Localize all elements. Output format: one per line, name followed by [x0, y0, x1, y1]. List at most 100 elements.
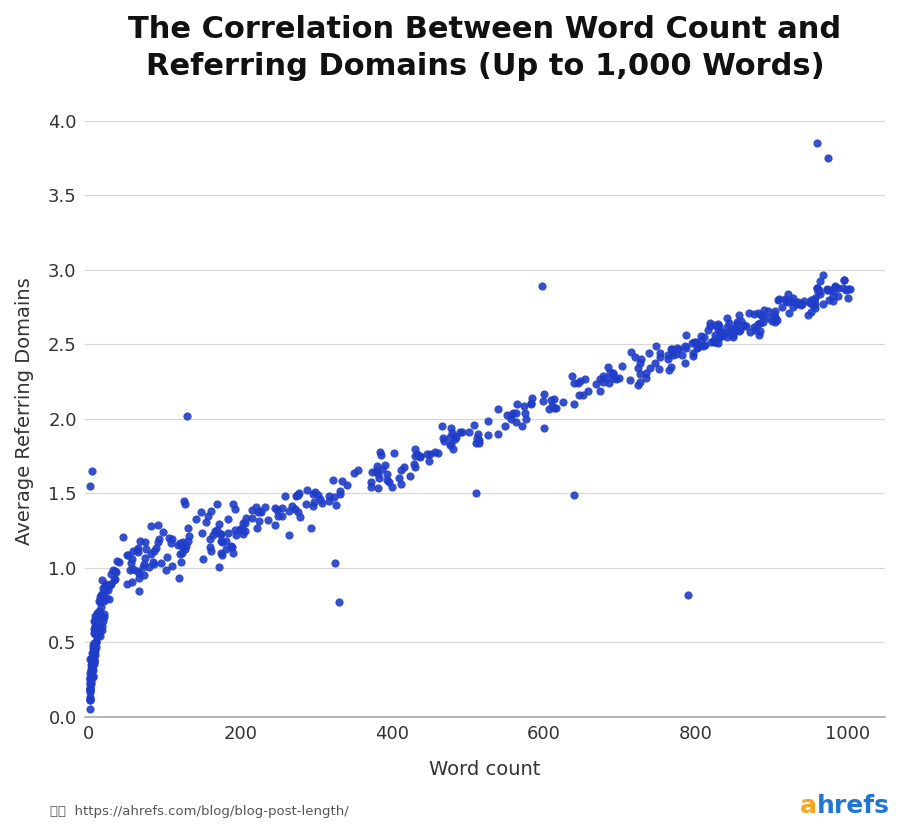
Point — [631, 378, 645, 391]
Point — [121, 549, 135, 562]
Point — [518, 407, 533, 420]
Point — [160, 550, 175, 564]
Point — [152, 533, 166, 546]
Point — [567, 488, 581, 501]
Point — [239, 511, 254, 524]
Point — [97, 580, 112, 593]
Point — [567, 375, 581, 389]
Point — [158, 564, 173, 577]
Point — [95, 589, 110, 602]
Point — [96, 592, 111, 606]
Point — [322, 495, 337, 508]
Point — [131, 584, 146, 597]
Point — [431, 447, 446, 460]
Point — [781, 287, 796, 301]
Point — [116, 530, 130, 543]
Point — [82, 681, 96, 695]
Point — [542, 402, 556, 416]
Point — [808, 301, 823, 314]
Point — [581, 385, 596, 398]
Point — [228, 502, 242, 516]
Point — [517, 399, 531, 412]
Point — [822, 284, 836, 297]
Point — [347, 466, 362, 480]
Point — [778, 295, 793, 308]
Point — [806, 293, 821, 307]
Point — [208, 524, 222, 538]
Point — [394, 477, 409, 491]
Point — [832, 290, 846, 303]
Point — [85, 653, 99, 666]
Point — [151, 517, 166, 531]
Point — [711, 336, 725, 349]
Point — [807, 297, 822, 311]
Point — [615, 359, 629, 372]
Point — [714, 329, 728, 343]
Point — [723, 324, 737, 338]
Point — [717, 327, 732, 340]
Point — [633, 356, 647, 370]
Point — [88, 624, 103, 638]
Point — [751, 307, 765, 320]
Point — [104, 567, 118, 580]
Point — [795, 297, 809, 310]
Point — [82, 685, 96, 699]
Point — [82, 690, 96, 704]
Point — [454, 425, 469, 438]
Point — [713, 326, 727, 339]
Point — [708, 328, 723, 342]
Point — [92, 606, 106, 619]
Point — [712, 319, 726, 333]
Point — [86, 656, 101, 669]
Point — [82, 702, 96, 716]
Point — [728, 322, 742, 335]
Point — [94, 591, 108, 604]
Point — [221, 512, 236, 526]
Point — [778, 292, 792, 306]
Point — [596, 375, 610, 389]
Point — [91, 604, 105, 617]
Point — [164, 537, 178, 550]
Point — [549, 402, 563, 415]
Point — [719, 311, 733, 324]
Point — [462, 425, 476, 438]
Point — [177, 543, 192, 556]
Point — [92, 617, 106, 631]
Point — [86, 643, 101, 656]
Point — [87, 644, 102, 658]
Point — [212, 561, 226, 575]
Point — [94, 588, 108, 601]
Point — [733, 323, 747, 337]
Point — [706, 335, 721, 349]
Point — [572, 375, 587, 388]
Point — [98, 577, 112, 591]
Point — [270, 504, 284, 517]
Point — [765, 314, 779, 328]
Point — [447, 429, 462, 443]
Point — [233, 522, 248, 536]
Point — [770, 293, 785, 307]
Point — [332, 596, 347, 609]
Point — [147, 557, 161, 570]
Point — [698, 339, 713, 352]
Point — [703, 316, 717, 329]
Point — [305, 488, 320, 501]
Point — [292, 511, 307, 524]
Point — [83, 693, 97, 706]
Point — [624, 345, 638, 359]
Point — [94, 600, 108, 613]
Point — [299, 497, 313, 511]
Point — [94, 623, 109, 637]
Point — [422, 447, 436, 460]
Point — [254, 505, 268, 518]
Point — [678, 339, 692, 353]
Point — [836, 281, 850, 295]
Point — [291, 489, 305, 502]
Point — [107, 573, 122, 586]
Point — [90, 608, 104, 622]
Point — [90, 606, 104, 620]
Point — [827, 280, 842, 293]
Point — [257, 501, 272, 514]
Point — [410, 448, 424, 461]
Point — [491, 428, 505, 441]
